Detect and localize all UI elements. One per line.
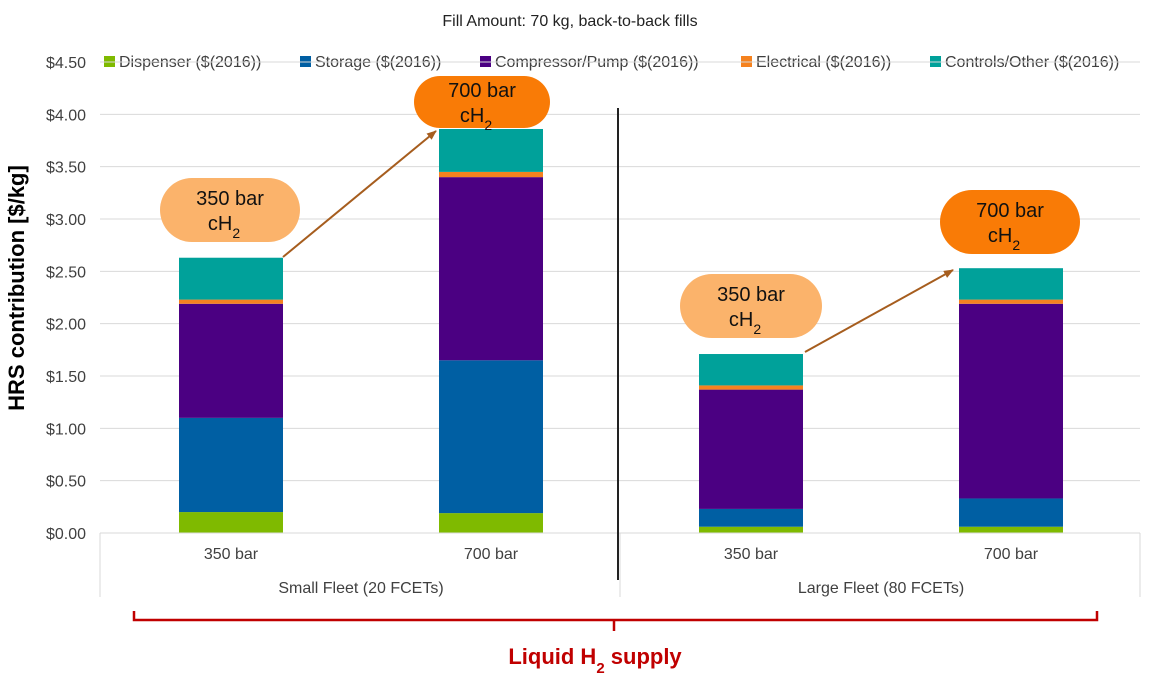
supply-label: Liquid H2 supply bbox=[508, 644, 682, 677]
annotation-text: cH2 bbox=[208, 213, 240, 241]
category-label: 350 bar bbox=[724, 546, 779, 563]
annotation-bubble bbox=[680, 274, 822, 338]
y-tick-label: $3.50 bbox=[46, 160, 86, 177]
chart-title: Fill Amount: 70 kg, back-to-back fills bbox=[442, 13, 697, 30]
annotation-text: cH2 bbox=[460, 105, 492, 133]
supply-brace: Liquid H2 supply bbox=[132, 611, 1099, 677]
annotation-text: cH2 bbox=[729, 309, 761, 337]
bar-segment bbox=[959, 268, 1063, 300]
annotation-text: 700 bar bbox=[448, 80, 516, 102]
y-tick-label: $3.00 bbox=[46, 212, 86, 229]
bar-segment bbox=[699, 508, 803, 527]
annotation-bubble bbox=[940, 190, 1080, 254]
y-tick-label: $1.50 bbox=[46, 369, 86, 386]
bar-segment bbox=[959, 299, 1063, 304]
x-axis: 350 bar 700 bar 350 bar 700 bar Small Fleet … bbox=[99, 108, 1141, 597]
bar-segment bbox=[699, 526, 803, 533]
bar-segment bbox=[439, 513, 543, 533]
bar-segment bbox=[959, 526, 1063, 533]
y-axis-label: HRS contribution [$/kg] bbox=[4, 165, 29, 411]
annotations: 350 bar cH2 700 bar cH2 350 bar cH2 700 bar cH2 bbox=[160, 76, 1080, 353]
bar-segment bbox=[699, 354, 803, 386]
arrow bbox=[804, 269, 954, 353]
bar-segment bbox=[959, 303, 1063, 499]
annotation-text: cH2 bbox=[988, 225, 1020, 253]
arrow bbox=[282, 130, 437, 258]
bar-segment bbox=[439, 128, 543, 172]
group-label: Small Fleet (20 FCETs) bbox=[278, 580, 443, 597]
annotation-text: 350 bar bbox=[717, 284, 785, 306]
bar-segment bbox=[179, 303, 283, 418]
y-tick-label: $4.50 bbox=[46, 55, 86, 72]
y-tick-label: $4.00 bbox=[46, 107, 86, 124]
y-tick-label: $2.50 bbox=[46, 264, 86, 281]
category-label: 700 bar bbox=[984, 546, 1039, 563]
bar-segment bbox=[179, 512, 283, 533]
y-axis-ticks: $0.00 $0.50 $1.00 $1.50 $2.00 $2.50 $3.00 $3.50… bbox=[46, 55, 86, 543]
y-tick-label: $1.00 bbox=[46, 421, 86, 438]
bars bbox=[179, 128, 1063, 533]
bar-segment bbox=[439, 177, 543, 361]
brace-line bbox=[132, 611, 1099, 622]
bar-segment bbox=[699, 385, 803, 390]
annotation-bubble bbox=[160, 178, 300, 242]
annotation-text: 350 bar bbox=[196, 188, 264, 210]
y-tick-label: $0.00 bbox=[46, 526, 86, 543]
bar-segment bbox=[179, 299, 283, 304]
group-label: Large Fleet (80 FCETs) bbox=[798, 580, 964, 597]
bar-segment bbox=[699, 389, 803, 509]
y-tick-label: $0.50 bbox=[46, 474, 86, 491]
y-tick-label: $2.00 bbox=[46, 317, 86, 334]
category-label: 350 bar bbox=[204, 546, 259, 563]
bar-segment bbox=[179, 417, 283, 513]
bar-segment bbox=[959, 498, 1063, 527]
bar-segment bbox=[179, 257, 283, 300]
annotation-bubble bbox=[414, 76, 550, 128]
annotation-text: 700 bar bbox=[976, 200, 1044, 222]
bar-segment bbox=[439, 171, 543, 178]
bar-segment bbox=[439, 360, 543, 514]
category-label: 700 bar bbox=[464, 546, 519, 563]
